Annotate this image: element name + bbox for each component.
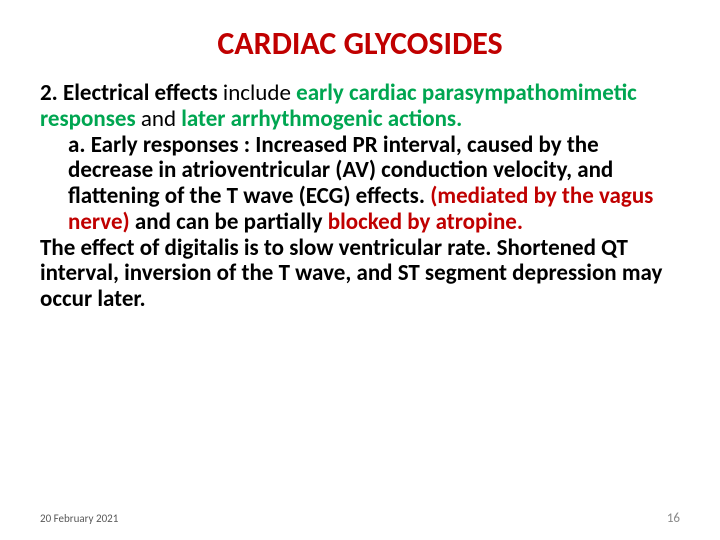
footer-page: 16 [667, 511, 680, 526]
a-red2: blocked by atropine. [328, 208, 523, 236]
body-text: 2. Electrical effects include early card… [40, 81, 680, 313]
lead-mid: include [218, 79, 296, 107]
paragraph-tail: The effect of digitalis is to slow ventr… [40, 236, 680, 313]
footer: 20 February 2021 16 [40, 511, 680, 526]
lead-bold: 2. Electrical effects [40, 79, 218, 107]
paragraph-a: a. Early responses : Increased PR interv… [40, 133, 680, 236]
a-text2: and can be partially [130, 208, 328, 236]
footer-date: 20 February 2021 [40, 512, 118, 525]
lead-green2: later arrhythmogenic actions. [181, 105, 462, 133]
page-title: CARDIAC GLYCOSIDES [40, 24, 680, 63]
lead-mid2: and [136, 105, 182, 133]
slide: CARDIAC GLYCOSIDES 2. Electrical effects… [0, 0, 720, 540]
a-label: a. Early responses : [68, 131, 255, 159]
paragraph-lead: 2. Electrical effects include early card… [40, 81, 680, 133]
